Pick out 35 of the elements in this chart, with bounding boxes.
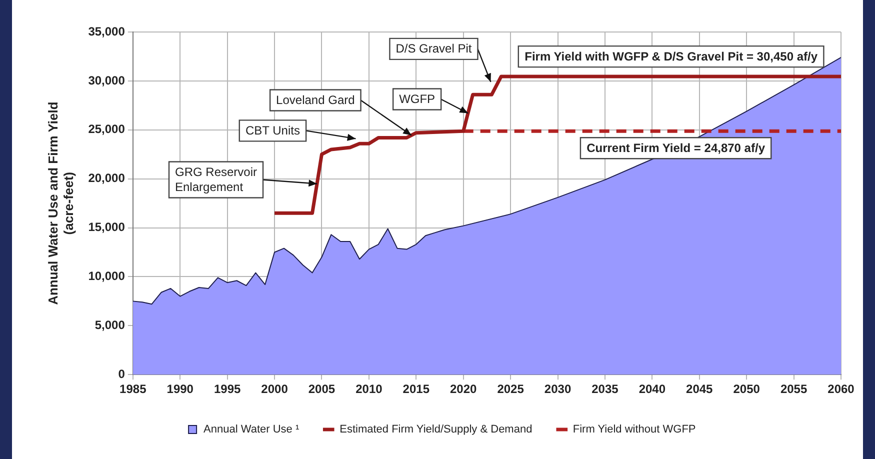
- y-tick-label: 5,000: [94, 318, 126, 332]
- x-tick-label: 1985: [120, 382, 147, 396]
- x-tick-label: 2030: [544, 382, 572, 396]
- x-tick-label: 2040: [638, 382, 666, 396]
- x-tick-label: 2000: [261, 382, 288, 396]
- x-tick-label: 2045: [686, 382, 714, 396]
- x-tick-label: 2025: [497, 382, 524, 396]
- x-tick-label: 2050: [733, 382, 760, 396]
- y-tick-label: 20,000: [88, 171, 126, 186]
- annotation: Loveland Gard: [276, 93, 355, 108]
- x-tick-label: 2020: [450, 382, 478, 396]
- annotation: CBT Units: [245, 124, 300, 138]
- x-tick-label: 2010: [356, 382, 383, 396]
- y-axis-title: Annual Water Use and Firm Yield (acre-feet): [45, 102, 76, 305]
- y-tick-label: 0: [118, 366, 126, 381]
- y-tick-label: 30,000: [88, 73, 126, 88]
- x-tick-label: 2005: [308, 382, 336, 396]
- annotation: Firm Yield with WGFP & D/S Gravel Pit = 30,450 af/y: [524, 49, 818, 64]
- annotation: D/S Gravel Pit: [396, 42, 472, 56]
- y-tick-label: 15,000: [88, 220, 126, 234]
- x-tick-label: 1995: [214, 382, 241, 396]
- annotation: WGFP: [399, 92, 436, 106]
- x-tick-label: 2055: [780, 382, 808, 396]
- y-tick-label: 35,000: [88, 24, 126, 38]
- x-tick-label: 1990: [166, 382, 194, 396]
- x-tick-label: 2060: [828, 382, 855, 396]
- annotation: Current Firm Yield = 24,870 af/y: [586, 140, 766, 155]
- y-tick-label: 10,000: [88, 269, 126, 284]
- legend-label: Annual Water Use ¹: [204, 424, 300, 436]
- annotation: GRG Reservoir Enlargement: [175, 165, 258, 194]
- x-tick-label: 2015: [402, 382, 430, 396]
- y-tick-label: 25,000: [88, 122, 126, 136]
- legend-label: Firm Yield without WGFP: [572, 424, 696, 436]
- x-tick-label: 2035: [592, 382, 619, 396]
- legend-label: Estimated Firm Yield/Supply & Demand: [340, 424, 532, 436]
